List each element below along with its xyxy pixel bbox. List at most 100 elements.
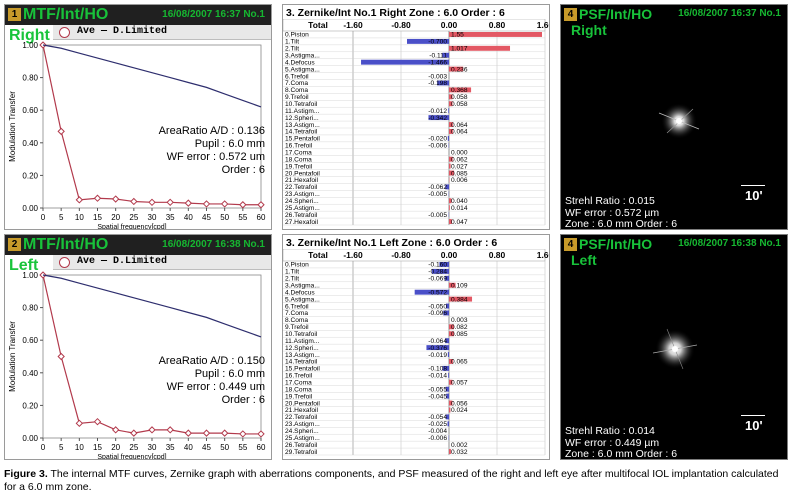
scale-label: 0.80: [489, 20, 506, 30]
scale-label: 1.60: [537, 250, 549, 260]
coefficient-bar: [445, 338, 449, 344]
coefficient-bar: [414, 289, 449, 295]
x-tick-label: 60: [257, 213, 266, 222]
coefficient-value: 0.000: [451, 150, 468, 157]
coefficient-value: 1.017: [451, 46, 468, 53]
zernike-term-label: 8.Coma: [285, 87, 308, 94]
x-tick-label: 40: [184, 443, 193, 452]
psf-wf-error: WF error : 0.449 µm: [565, 437, 660, 449]
zernike-term-label: 11.Astigm...: [285, 108, 319, 115]
coefficient-value: -0.005: [428, 191, 447, 198]
coefficient-value: -0.003: [428, 73, 447, 80]
coefficient-value: -0.025: [428, 421, 447, 428]
y-tick-label: 0.80: [22, 74, 38, 83]
coefficient-value: -0.111: [429, 53, 447, 60]
legend-text: Ave — D.Limited: [77, 26, 168, 37]
y-tick-label: 0.60: [22, 336, 38, 345]
y-axis-label: Modulation Transfer: [8, 91, 17, 162]
x-tick-label: 0: [41, 443, 46, 452]
ave-data-point: [220, 200, 229, 208]
coefficient-bar: [449, 66, 464, 72]
zernike-term-label: 10.Tetrafoil: [285, 101, 318, 108]
coefficient-bar: [447, 421, 449, 427]
zernike-term-label: 24.Spheri...: [285, 428, 319, 435]
panel-number-badge: 4: [564, 8, 577, 21]
zernike-term-label: 4.Defocus: [285, 59, 315, 66]
zone-order: Zone : 6.0 mm Order : 6: [565, 218, 678, 230]
coefficient-bar: [449, 156, 453, 162]
eye-label: Left: [571, 252, 597, 268]
zernike-term-label: 12.Spheri...: [285, 115, 319, 122]
zernike-term-label: 9.Trefoil: [285, 324, 309, 331]
y-tick-label: 1.00: [22, 41, 38, 50]
coefficient-bar: [449, 282, 456, 288]
coefficient-value: -0.055: [428, 386, 447, 393]
scale-label: -0.80: [391, 20, 411, 30]
coefficient-bar: [445, 184, 449, 190]
order: Order : 6: [221, 394, 265, 406]
zernike-term-label: 5.Astigma...: [285, 296, 320, 303]
zernike-term-label: 7.Coma: [285, 80, 308, 87]
ave-data-point: [220, 429, 229, 437]
zernike-title: 3. Zernike/Int No.1 Right Zone : 6.0 Ord…: [286, 7, 505, 19]
ave-data-point: [93, 417, 102, 426]
caption-text: The internal MTF curves, Zernike graph w…: [4, 468, 779, 493]
coefficient-bar: [449, 122, 453, 127]
caption-label: Figure 3.: [4, 468, 48, 480]
coefficient-value: -0.014: [428, 373, 447, 380]
zernike-title: 3. Zernike/Int No.1 Left Zone : 6.0 Orde…: [286, 237, 498, 249]
coefficient-bar: [449, 400, 453, 406]
x-tick-label: 15: [93, 443, 102, 452]
scale-label: 10': [745, 188, 763, 203]
scale-label: -0.80: [391, 250, 411, 260]
coefficient-value: -0.572: [428, 289, 447, 296]
pupil: Pupil : 6.0 mm: [194, 138, 265, 150]
coefficient-bar: [449, 101, 453, 107]
scale-label: 0.00: [441, 20, 458, 30]
panel-number-badge: 4: [564, 238, 577, 251]
scale-label: -1.60: [343, 250, 363, 260]
coefficient-value: -0.096: [428, 310, 447, 317]
coefficient-value: -0.012: [428, 108, 447, 115]
coefficient-value: -0.108: [428, 366, 447, 373]
coefficient-value: 0.109: [451, 283, 468, 290]
coefficient-bar: [407, 38, 449, 44]
coefficient-value: -0.342: [428, 115, 447, 122]
coefficient-value: 0.085: [451, 331, 468, 338]
coefficient-bar: [449, 129, 453, 134]
psf-panel-left: 4 PSF/Int/HO 16/08/2007 16:38 No.1 Left …: [560, 234, 788, 460]
coefficient-value: -0.284: [428, 269, 447, 276]
zernike-term-label: 7.Coma: [285, 310, 308, 317]
coefficient-value: 0.040: [451, 198, 468, 205]
coefficient-bar: [361, 59, 449, 65]
ave-data-point: [75, 419, 84, 428]
ave-data-point: [239, 430, 247, 438]
coefficient-value: -0.160: [428, 262, 447, 269]
ave-data-point: [148, 198, 156, 207]
x-tick-label: 35: [166, 443, 175, 452]
eye-label: Right: [571, 22, 607, 38]
zernike-term-label: 27.Hexafoil: [285, 219, 319, 226]
zernike-panel-left: 3. Zernike/Int No.1 Left Zone : 6.0 Orde…: [282, 234, 550, 460]
zernike-term-label: 20.Pentafoil: [285, 400, 320, 407]
coefficient-bar: [439, 262, 449, 267]
ave-data-point: [111, 195, 120, 203]
coefficient-bar: [426, 345, 449, 351]
ave-data-point: [130, 197, 138, 206]
y-tick-label: 0.20: [22, 171, 38, 180]
zone-order: Zone : 6.0 mm Order : 6: [565, 448, 678, 460]
zernike-term-label: 9.Trefoil: [285, 94, 309, 101]
coefficient-bar: [445, 414, 449, 420]
coefficient-value: -0.062: [428, 184, 447, 191]
coefficient-bar: [449, 205, 450, 211]
x-tick-label: 10: [75, 443, 84, 452]
coefficient-value: -0.700: [428, 39, 447, 46]
mtf-title: MTF/Int/HO: [23, 236, 109, 253]
y-tick-label: 0.00: [22, 434, 38, 443]
zernike-term-label: 15.Pentafoil: [285, 366, 320, 373]
x-tick-label: 55: [238, 213, 247, 222]
ave-data-point: [239, 201, 247, 209]
zernike-term-label: 22.Tetrafoil: [285, 184, 318, 191]
coefficient-bar: [447, 352, 449, 357]
y-tick-label: 0.80: [22, 304, 38, 313]
